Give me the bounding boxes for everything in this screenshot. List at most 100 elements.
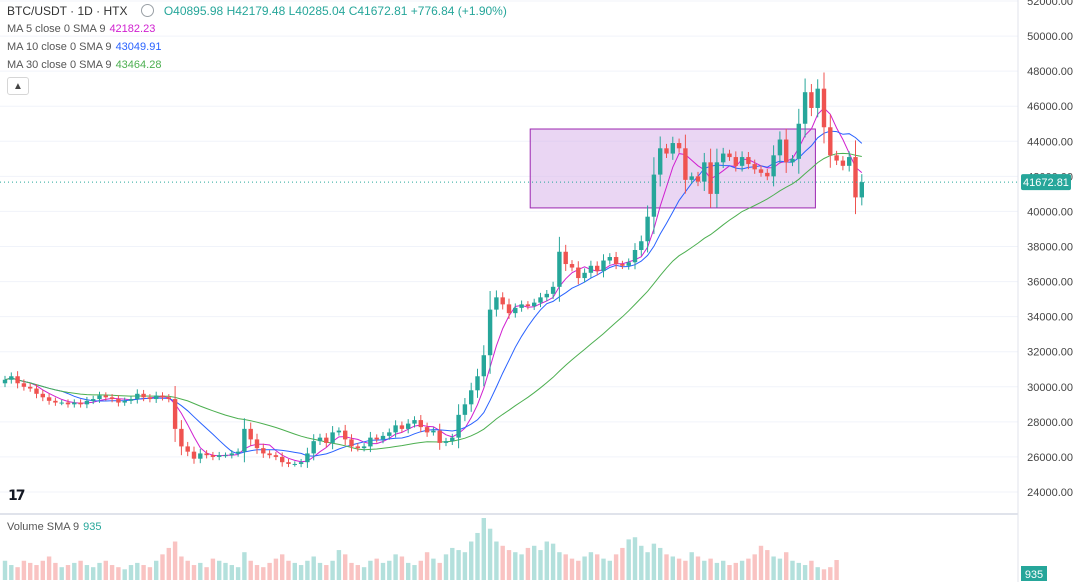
volume-bar bbox=[576, 560, 581, 580]
volume-axis-label: 935 bbox=[1025, 569, 1043, 581]
candle-body bbox=[210, 455, 216, 457]
volume-bar bbox=[538, 550, 543, 580]
candle-body bbox=[513, 307, 518, 314]
price-axis-tick: 28000.00 bbox=[1027, 417, 1073, 429]
volume-bar bbox=[834, 560, 839, 580]
volume-bar bbox=[248, 560, 253, 580]
candle-body bbox=[78, 402, 83, 405]
volume-bar bbox=[406, 562, 411, 580]
volume-bar bbox=[443, 554, 449, 580]
volume-bar bbox=[639, 545, 644, 580]
candle-body bbox=[380, 435, 386, 440]
candle-body bbox=[588, 265, 594, 273]
candle-body bbox=[292, 463, 297, 465]
candle-body bbox=[834, 155, 839, 161]
tradingview-logo-icon[interactable]: 17 bbox=[8, 488, 25, 504]
candle-body bbox=[349, 439, 354, 447]
symbol-title[interactable]: BTC/USDT · 1D · HTX bbox=[7, 4, 128, 18]
volume-bar bbox=[532, 545, 537, 580]
candle-body bbox=[387, 432, 392, 436]
volume-bar bbox=[298, 565, 304, 580]
candle-body bbox=[544, 293, 549, 298]
volume-bar bbox=[626, 539, 631, 580]
current-price-label: 41672.81 bbox=[1023, 177, 1069, 189]
volume-bar bbox=[727, 565, 732, 580]
candle-body bbox=[53, 400, 58, 403]
candle-body bbox=[229, 453, 234, 456]
candle-body bbox=[727, 153, 732, 158]
volume-bar bbox=[355, 565, 360, 580]
volume-bar bbox=[280, 554, 285, 580]
candle-body bbox=[72, 402, 77, 405]
volume-bar bbox=[147, 567, 153, 580]
candle-body bbox=[828, 127, 833, 156]
candle-body bbox=[235, 451, 241, 454]
candle-body bbox=[746, 157, 751, 165]
candle-body bbox=[809, 92, 814, 108]
price-axis-tick: 48000.00 bbox=[1027, 66, 1073, 78]
candle-body bbox=[154, 395, 159, 400]
candle-body bbox=[2, 379, 8, 384]
volume-bar bbox=[784, 552, 789, 580]
candle-body bbox=[59, 402, 64, 404]
candle-body bbox=[821, 88, 827, 128]
volume-bar bbox=[53, 562, 58, 580]
collapse-legend-button[interactable]: ▲ bbox=[7, 77, 29, 95]
volume-bar bbox=[456, 550, 461, 580]
open-value: O40895.98 bbox=[163, 4, 224, 18]
volume-bar bbox=[431, 558, 436, 580]
candle-body bbox=[500, 297, 505, 305]
candle-body bbox=[651, 174, 657, 217]
volume-bar bbox=[84, 565, 90, 580]
candle-body bbox=[645, 216, 650, 242]
candle-body bbox=[721, 153, 726, 163]
volume-bar bbox=[632, 537, 638, 580]
volume-bar bbox=[109, 565, 115, 580]
candle-body bbox=[676, 143, 682, 149]
volume-bar bbox=[815, 567, 820, 580]
candle-body bbox=[632, 250, 638, 263]
eye-icon[interactable] bbox=[141, 4, 155, 17]
price-axis-tick: 38000.00 bbox=[1027, 242, 1073, 254]
symbol-legend[interactable]: BTC/USDT · 1D · HTX O40895.98 H42179.48 … bbox=[7, 4, 507, 18]
volume-bar bbox=[97, 562, 102, 580]
volume-bar bbox=[154, 560, 159, 580]
candle-body bbox=[34, 388, 39, 394]
candle-body bbox=[708, 162, 713, 194]
candle-body bbox=[179, 428, 184, 447]
candle-body bbox=[450, 437, 455, 442]
price-axis-tick: 50000.00 bbox=[1027, 31, 1073, 43]
candle-body bbox=[456, 414, 461, 438]
volume-bar bbox=[437, 562, 442, 580]
price-axis-tick: 24000.00 bbox=[1027, 487, 1073, 499]
candle-body bbox=[613, 257, 619, 265]
indicator-ma5-label: MA 5 close 0 SMA 9 bbox=[7, 23, 106, 35]
candle-body bbox=[374, 437, 379, 440]
price-axis[interactable]: 52000.00 50000.00 48000.00 46000.00 44000.00… bbox=[1027, 0, 1073, 499]
candle-body bbox=[91, 399, 96, 401]
candle-body bbox=[595, 265, 600, 272]
volume-bar bbox=[424, 552, 430, 580]
volume-bar bbox=[708, 558, 713, 580]
volume-bar bbox=[223, 562, 228, 580]
candle-body bbox=[15, 376, 20, 384]
candle-body bbox=[166, 397, 171, 400]
volume-bar bbox=[28, 562, 33, 580]
candle-body bbox=[412, 420, 417, 424]
candle-body bbox=[777, 139, 783, 156]
volume-legend[interactable]: Volume SMA 9 935 bbox=[7, 521, 102, 533]
volume-bar bbox=[676, 558, 682, 580]
candle-body bbox=[393, 425, 398, 433]
candle-body bbox=[286, 462, 291, 464]
price-axis-tick: 26000.00 bbox=[1027, 452, 1073, 464]
indicator-ma30[interactable]: MA 30 close 0 SMA 9 43464.28 bbox=[7, 59, 161, 71]
volume-bar bbox=[500, 545, 505, 580]
candle-body bbox=[242, 428, 247, 452]
candle-body bbox=[475, 376, 480, 391]
indicator-ma5[interactable]: MA 5 close 0 SMA 9 42182.23 bbox=[7, 23, 155, 35]
indicator-ma10[interactable]: MA 10 close 0 SMA 9 43049.91 bbox=[7, 41, 161, 53]
volume-bar bbox=[399, 556, 405, 580]
candle-body bbox=[141, 393, 146, 398]
volume-bar bbox=[78, 560, 83, 580]
